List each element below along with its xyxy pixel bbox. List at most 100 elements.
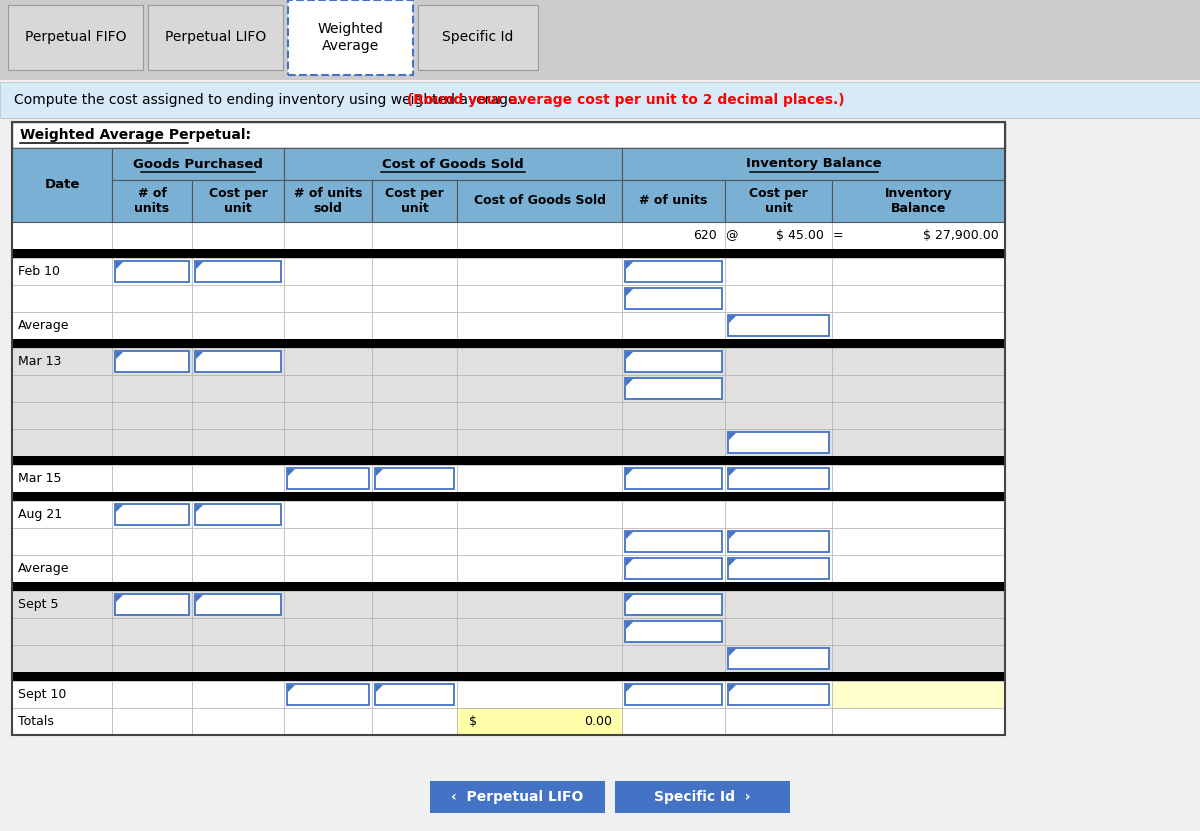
Bar xyxy=(457,555,622,582)
Bar xyxy=(725,555,832,582)
Bar xyxy=(12,591,112,618)
Bar xyxy=(284,285,372,312)
Bar xyxy=(112,465,192,492)
Bar xyxy=(192,258,284,285)
Bar xyxy=(112,645,192,672)
Bar xyxy=(112,681,192,708)
Bar xyxy=(832,429,1006,456)
Bar xyxy=(622,591,725,618)
Text: Aug 21: Aug 21 xyxy=(18,508,62,521)
Polygon shape xyxy=(626,595,634,602)
Text: @: @ xyxy=(725,229,737,242)
Bar xyxy=(12,148,112,222)
Bar xyxy=(287,684,370,705)
Bar xyxy=(374,468,454,489)
Bar xyxy=(284,645,372,672)
Bar xyxy=(374,684,454,705)
Polygon shape xyxy=(196,595,203,602)
Bar xyxy=(192,708,284,735)
Bar xyxy=(457,285,622,312)
Text: # of units: # of units xyxy=(640,194,708,208)
Bar xyxy=(12,375,112,402)
Text: Feb 10: Feb 10 xyxy=(18,265,60,278)
Bar xyxy=(112,402,192,429)
Text: (Round your average cost per unit to 2 decimal places.): (Round your average cost per unit to 2 d… xyxy=(402,93,845,107)
Bar xyxy=(622,429,725,456)
Bar xyxy=(12,222,112,249)
Bar xyxy=(457,708,622,735)
Bar xyxy=(832,312,1006,339)
Bar xyxy=(372,528,457,555)
Text: 0.00: 0.00 xyxy=(584,715,612,728)
Bar xyxy=(832,348,1006,375)
Polygon shape xyxy=(116,505,124,512)
Text: $: $ xyxy=(469,715,478,728)
Text: Perpetual LIFO: Perpetual LIFO xyxy=(164,31,266,45)
Bar xyxy=(115,594,190,615)
Polygon shape xyxy=(626,559,634,566)
Bar xyxy=(832,681,1006,708)
Bar xyxy=(372,591,457,618)
Bar xyxy=(457,402,622,429)
Text: Cost per
unit: Cost per unit xyxy=(385,187,444,215)
Bar xyxy=(192,180,284,222)
Bar xyxy=(12,708,112,735)
Bar xyxy=(115,351,190,372)
Bar xyxy=(622,708,725,735)
Bar xyxy=(372,180,457,222)
Bar xyxy=(622,148,1006,180)
Bar xyxy=(288,0,413,75)
Polygon shape xyxy=(730,316,736,323)
Bar xyxy=(372,501,457,528)
Text: # of
units: # of units xyxy=(134,187,169,215)
Text: Goods Purchased: Goods Purchased xyxy=(133,158,263,170)
Bar xyxy=(725,681,832,708)
Bar xyxy=(625,261,722,282)
Bar xyxy=(0,0,1200,80)
Bar xyxy=(457,528,622,555)
Bar xyxy=(112,180,192,222)
Bar xyxy=(457,222,622,249)
Bar xyxy=(728,468,829,489)
Bar xyxy=(192,402,284,429)
Text: Specific Id: Specific Id xyxy=(443,31,514,45)
Bar xyxy=(284,555,372,582)
Bar xyxy=(725,258,832,285)
Bar xyxy=(284,528,372,555)
Bar xyxy=(832,180,1006,222)
Bar xyxy=(457,618,622,645)
Bar xyxy=(8,5,143,70)
Bar xyxy=(728,684,829,705)
Polygon shape xyxy=(730,685,736,692)
Bar xyxy=(12,528,112,555)
Text: Average: Average xyxy=(18,562,70,575)
Bar xyxy=(115,504,190,525)
Bar xyxy=(622,312,725,339)
Bar xyxy=(622,681,725,708)
Bar xyxy=(12,672,1006,681)
Bar xyxy=(284,348,372,375)
Bar xyxy=(372,285,457,312)
Text: ‹  Perpetual LIFO: ‹ Perpetual LIFO xyxy=(451,790,583,804)
Text: $ 45.00: $ 45.00 xyxy=(776,229,824,242)
Text: Cost per
unit: Cost per unit xyxy=(209,187,268,215)
Bar xyxy=(372,375,457,402)
Bar xyxy=(12,645,112,672)
Bar xyxy=(0,82,1200,118)
Bar xyxy=(284,375,372,402)
Bar xyxy=(725,375,832,402)
Bar xyxy=(372,429,457,456)
Text: Totals: Totals xyxy=(18,715,54,728)
Bar xyxy=(112,312,192,339)
Bar xyxy=(622,180,725,222)
Bar xyxy=(625,558,722,579)
Bar xyxy=(192,222,284,249)
Bar xyxy=(284,148,622,180)
Bar xyxy=(284,222,372,249)
Bar xyxy=(112,501,192,528)
Text: Cost per
unit: Cost per unit xyxy=(749,187,808,215)
Bar xyxy=(625,288,722,309)
Bar xyxy=(192,528,284,555)
Polygon shape xyxy=(626,352,634,359)
Bar xyxy=(112,708,192,735)
